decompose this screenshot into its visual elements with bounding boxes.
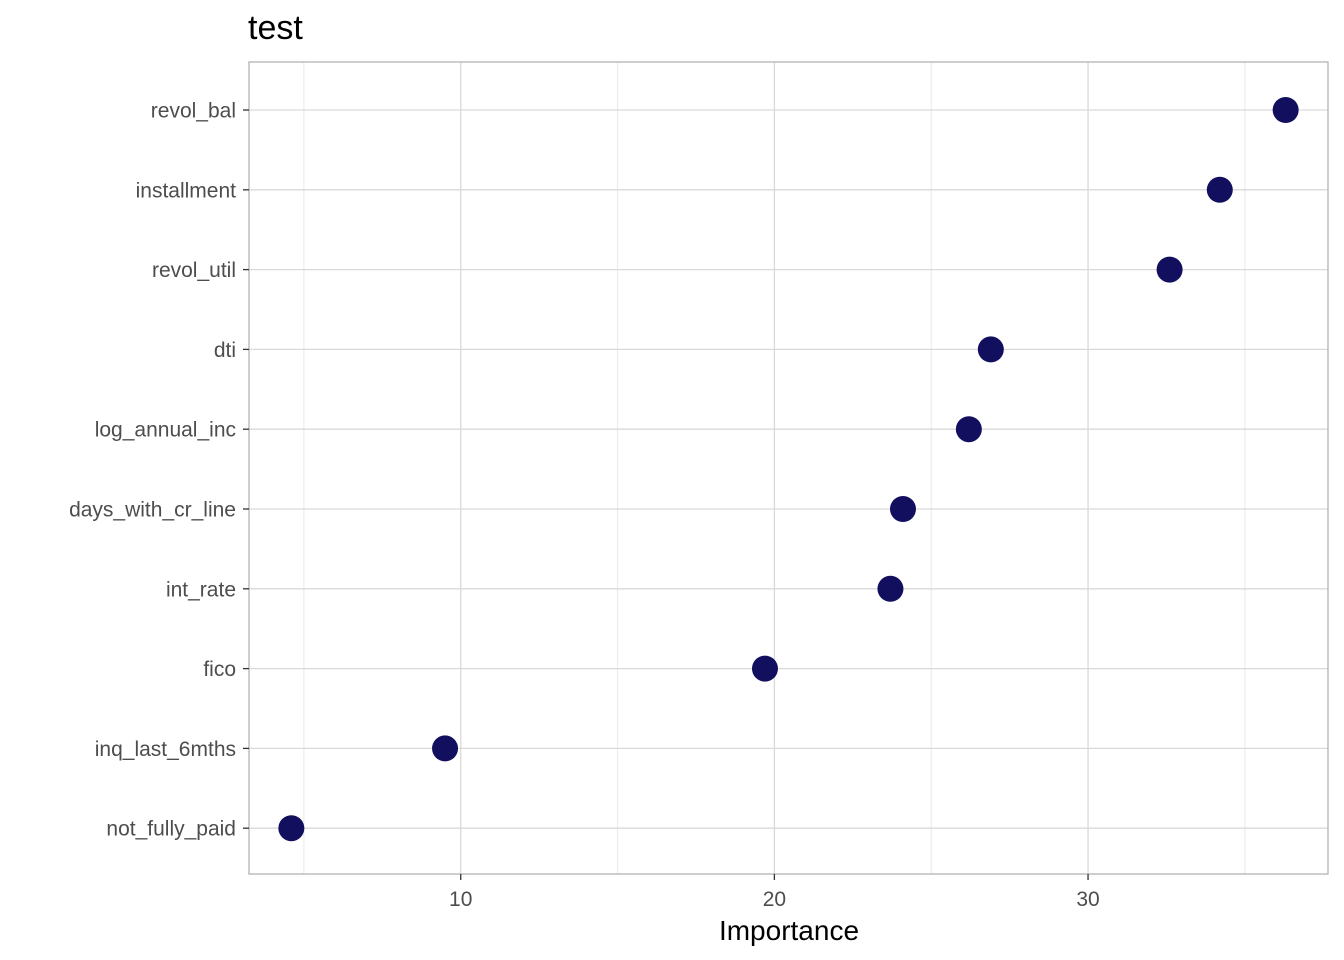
minor-gridlines [303,62,1246,874]
data-point-installment [1206,176,1233,203]
x-tick-label: 10 [449,888,472,911]
y-tick-label: revol_util [152,259,236,282]
data-point-int-rate [877,575,904,602]
x-axis: 10 20 30 [449,874,1100,911]
y-tick-label: not_fully_paid [106,818,236,841]
y-tick-label: installment [136,179,237,202]
data-point-inq-last-6mths [432,735,459,762]
y-tick-label: revol_bal [151,100,236,123]
data-points [278,97,1299,842]
data-point-days-with-cr-line [889,496,916,522]
chart-title: test [248,9,303,47]
data-point-revol-bal [1272,97,1299,123]
y-tick-label: days_with_cr_line [69,499,236,522]
x-tick-label: 20 [763,888,786,911]
major-gridlines [249,62,1328,874]
data-point-not-fully-paid [278,815,305,842]
x-axis-title: Importance [719,915,859,946]
y-tick-label: int_rate [166,578,236,601]
data-point-log-annual-inc [955,416,982,443]
data-point-revol-util [1156,256,1183,283]
y-tick-label: log_annual_inc [95,419,236,442]
data-point-fico [751,655,778,682]
data-point-dti [977,336,1004,363]
y-tick-label: dti [214,339,236,362]
y-tick-label: inq_last_6mths [95,738,236,761]
y-tick-label: fico [203,658,236,681]
panel-border [248,61,1329,875]
x-tick-label: 30 [1076,888,1099,911]
